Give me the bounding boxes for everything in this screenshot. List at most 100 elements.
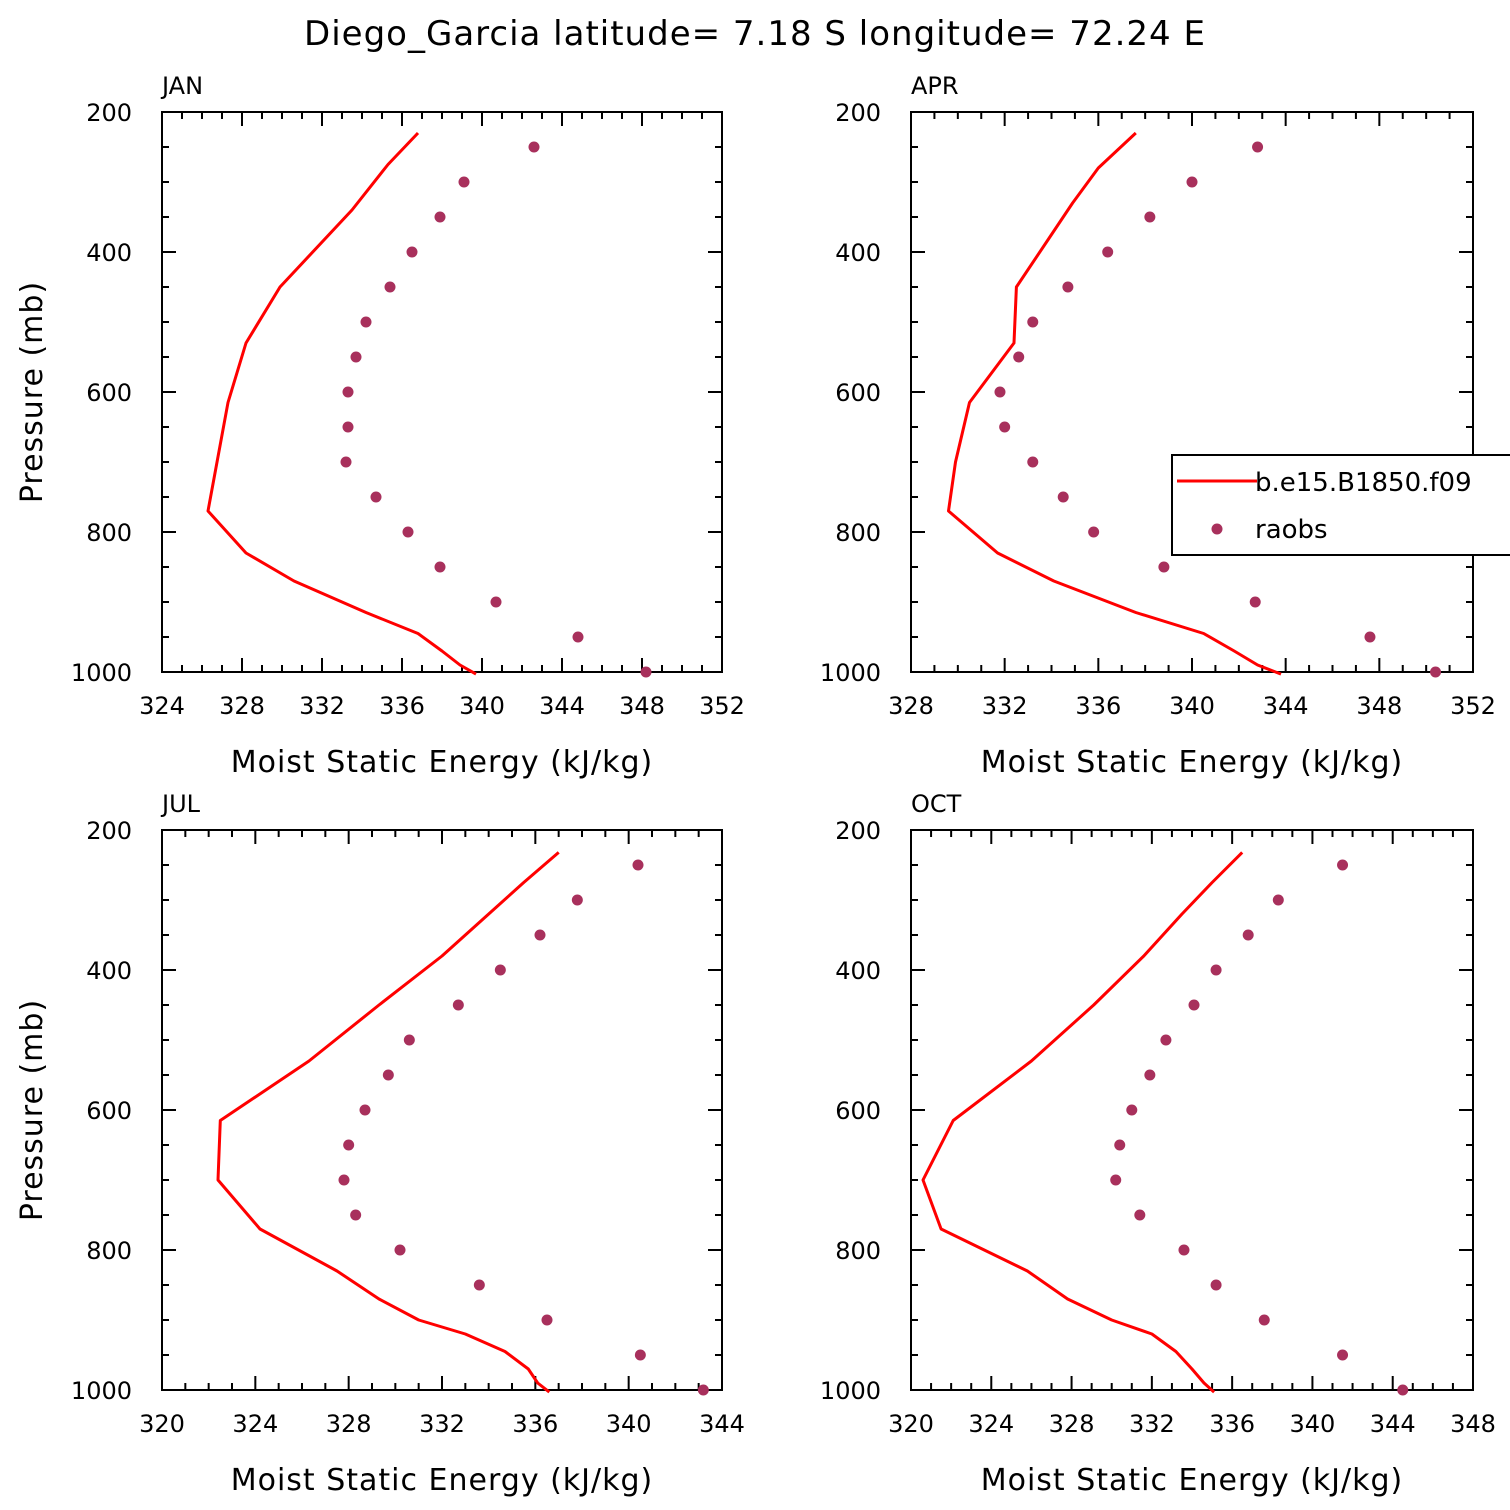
x-tick-label: 328 <box>888 692 934 720</box>
x-tick-label: 324 <box>139 692 185 720</box>
raobs-point <box>1057 491 1069 503</box>
x-axis-title: Moist Static Energy (kJ/kg) <box>981 1463 1404 1498</box>
x-tick-label: 348 <box>619 692 665 720</box>
x-tick-label: 328 <box>219 692 265 720</box>
y-tick-label: 600 <box>86 1097 132 1125</box>
raobs-point <box>452 999 464 1011</box>
raobs-point <box>394 1244 406 1256</box>
raobs-point <box>1110 1174 1122 1186</box>
raobs-point <box>1102 246 1114 258</box>
raobs-point <box>1144 211 1156 223</box>
raobs-point <box>342 386 354 398</box>
x-tick-label: 324 <box>968 1410 1014 1438</box>
figure-title: Diego_Garcia latitude= 7.18 S longitude=… <box>304 14 1206 54</box>
raobs-point <box>1158 561 1170 573</box>
x-tick-label: 320 <box>139 1410 185 1438</box>
x-tick-label: 348 <box>1356 692 1402 720</box>
raobs-point <box>403 1034 415 1046</box>
y-tick-label: 400 <box>835 957 881 985</box>
raobs-point <box>1249 596 1261 608</box>
x-tick-label: 348 <box>1450 1410 1496 1438</box>
raobs-point <box>490 596 502 608</box>
y-tick-label: 600 <box>835 379 881 407</box>
raobs-point <box>340 456 352 468</box>
model-series-line <box>206 131 477 676</box>
raobs-point <box>494 964 506 976</box>
chart-panel-apr: 328 332 336 340 344 348 352 200 400 600 800 1000 APR… <box>820 72 1496 780</box>
chart-panel-oct: 320 324 328 332 336 340 344 348 200 400 600 800 1000… <box>820 790 1496 1498</box>
raobs-point <box>434 211 446 223</box>
raobs-point <box>343 1139 355 1151</box>
x-tick-label: 340 <box>1290 1410 1336 1438</box>
raobs-point <box>999 421 1011 433</box>
x-tick-label: 340 <box>606 1410 652 1438</box>
raobs-point <box>1134 1209 1146 1221</box>
raobs-point <box>1062 281 1074 293</box>
x-tick-label: 352 <box>1450 692 1496 720</box>
legend-box <box>1171 454 1510 556</box>
plot-frame <box>910 829 1474 1391</box>
x-tick-label: 332 <box>419 1410 465 1438</box>
model-series-line <box>947 131 1282 676</box>
x-tick-label: 344 <box>1370 1410 1416 1438</box>
raobs-point <box>1027 456 1039 468</box>
raobs-point <box>1430 666 1442 678</box>
raobs-point <box>632 859 644 871</box>
raobs-point <box>571 894 583 906</box>
y-tick-label: 400 <box>86 239 132 267</box>
x-tick-label: 332 <box>1129 1410 1175 1438</box>
x-tick-label: 336 <box>1209 1410 1255 1438</box>
y-tick-label: 400 <box>86 957 132 985</box>
y-tick-label: 1000 <box>820 1377 881 1405</box>
raobs-point <box>634 1349 646 1361</box>
x-axis-title: Moist Static Energy (kJ/kg) <box>231 1463 654 1498</box>
y-tick-label: 800 <box>835 1237 881 1265</box>
chart-panel-jan: 324 328 332 336 340 344 348 352 200 400 600 800 1000… <box>15 72 745 780</box>
x-tick-label: 340 <box>459 692 505 720</box>
x-tick-label: 336 <box>1075 692 1121 720</box>
raobs-point <box>370 491 382 503</box>
y-tick-label: 200 <box>835 99 881 127</box>
raobs-point <box>473 1279 485 1291</box>
raobs-point <box>572 631 584 643</box>
x-tick-label: 332 <box>299 692 345 720</box>
panel-label: OCT <box>911 790 962 818</box>
x-axis-title: Moist Static Energy (kJ/kg) <box>231 745 654 780</box>
raobs-point <box>338 1174 350 1186</box>
raobs-point <box>1013 351 1025 363</box>
x-tick-label: 344 <box>699 1410 745 1438</box>
y-tick-label: 200 <box>835 817 881 845</box>
raobs-point <box>534 929 546 941</box>
chart-panel-jul: 320 324 328 332 336 340 344 200 400 600 800 1000 JUL… <box>15 790 745 1498</box>
raobs-point <box>1160 1034 1172 1046</box>
y-tick-label: 600 <box>835 1097 881 1125</box>
raobs-point <box>994 386 1006 398</box>
panel-label: JUL <box>160 790 201 818</box>
raobs-point <box>1210 964 1222 976</box>
legend-model-label: b.e15.B1850.f09 <box>1255 468 1472 498</box>
y-tick-label: 1000 <box>820 659 881 687</box>
x-tick-label: 324 <box>232 1410 278 1438</box>
plot-frame <box>161 829 723 1391</box>
raobs-point <box>1258 1314 1270 1326</box>
panel-label: JAN <box>160 72 203 100</box>
raobs-point <box>434 561 446 573</box>
legend-obs-swatch <box>1211 523 1223 535</box>
raobs-point <box>541 1314 553 1326</box>
raobs-point <box>1144 1069 1156 1081</box>
y-tick-label: 800 <box>86 519 132 547</box>
x-tick-label: 328 <box>326 1410 372 1438</box>
raobs-point <box>1210 1279 1222 1291</box>
y-tick-label: 1000 <box>71 659 132 687</box>
y-tick-label: 800 <box>835 519 881 547</box>
legend: b.e15.B1850.f09 raobs <box>1171 454 1510 556</box>
panels-container: 324 328 332 336 340 344 348 352 200 400 600 800 1000… <box>15 72 1510 1498</box>
raobs-point <box>384 281 396 293</box>
y-tick-label: 800 <box>86 1237 132 1265</box>
y-tick-label: 1000 <box>71 1377 132 1405</box>
x-tick-label: 344 <box>539 692 585 720</box>
x-tick-label: 340 <box>1169 692 1215 720</box>
raobs-point <box>359 1104 371 1116</box>
raobs-point <box>1178 1244 1190 1256</box>
raobs-point <box>1186 176 1198 188</box>
